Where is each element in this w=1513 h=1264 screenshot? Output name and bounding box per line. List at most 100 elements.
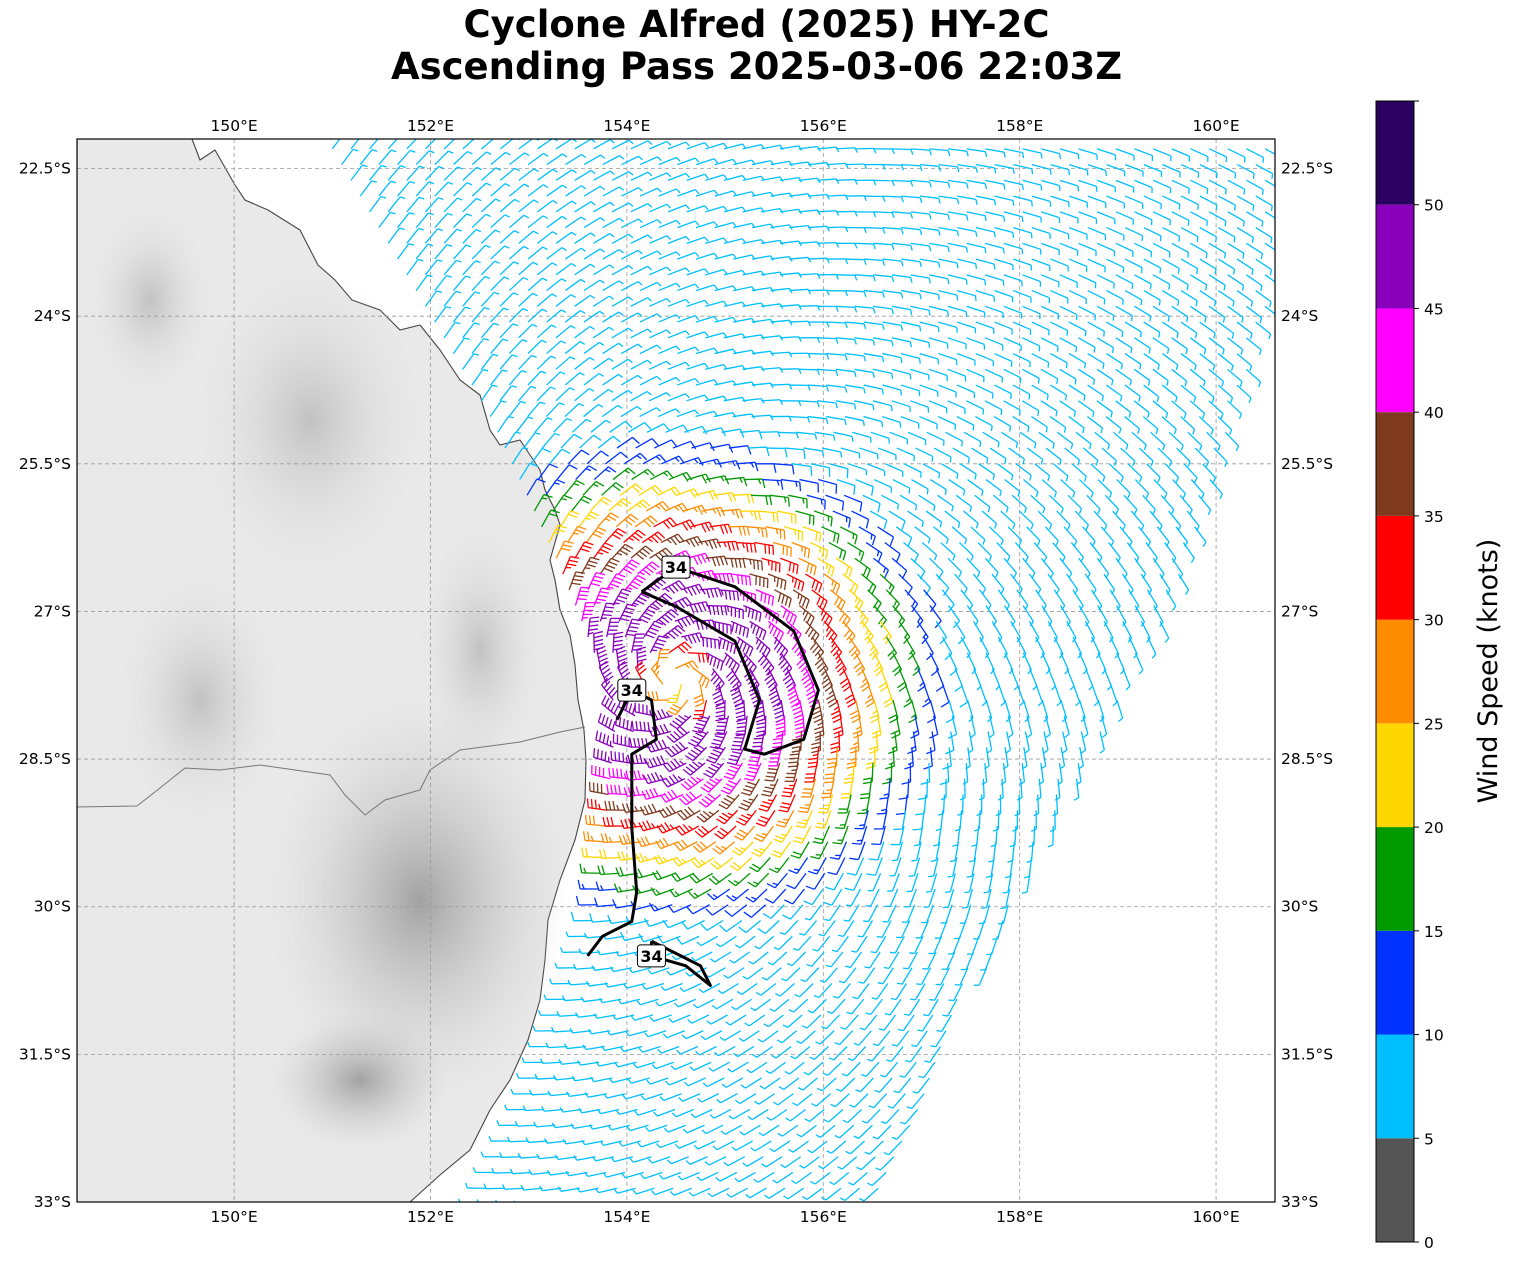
wind-barb bbox=[619, 483, 643, 496]
wind-barb bbox=[863, 258, 886, 266]
wind-barb bbox=[563, 479, 585, 496]
wind-barb bbox=[900, 415, 920, 429]
wind-barb bbox=[807, 384, 830, 392]
wind-barb bbox=[565, 185, 587, 197]
wind-barb bbox=[452, 306, 471, 323]
wind-barb bbox=[754, 463, 777, 473]
wind-barb bbox=[574, 294, 596, 307]
wind-barb bbox=[1012, 321, 1032, 335]
wind-barb bbox=[453, 182, 473, 197]
wind-barb bbox=[1015, 463, 1032, 481]
wind-barb bbox=[919, 415, 938, 430]
wind-barb bbox=[677, 220, 700, 229]
wind-barb bbox=[593, 201, 615, 213]
wind-barb bbox=[746, 526, 768, 538]
wind-barb bbox=[1050, 195, 1070, 208]
wind-barb bbox=[966, 557, 981, 578]
wind-barb bbox=[581, 601, 595, 622]
wind-barb bbox=[1087, 258, 1106, 273]
wind-barb bbox=[1022, 400, 1040, 417]
wind-barb bbox=[901, 258, 922, 268]
wind-barb bbox=[724, 604, 744, 620]
wind-barb bbox=[779, 557, 799, 575]
wind-barb bbox=[602, 217, 624, 229]
wind-barb bbox=[508, 370, 527, 386]
wind-barb bbox=[780, 478, 802, 492]
wind-barb bbox=[1112, 431, 1129, 450]
wind-barb bbox=[910, 179, 932, 188]
wind-barb bbox=[443, 321, 461, 339]
wind-barb bbox=[993, 494, 1009, 513]
wind-barb bbox=[443, 259, 462, 276]
wind-barb bbox=[620, 343, 643, 355]
wind-barb bbox=[415, 212, 434, 229]
wind-barb bbox=[789, 256, 812, 263]
wind-barb bbox=[791, 541, 811, 559]
wind-barb bbox=[680, 457, 704, 466]
wind-barb bbox=[994, 226, 1015, 238]
wind-barb bbox=[901, 195, 923, 204]
wind-barb bbox=[1031, 258, 1051, 272]
wind-barb bbox=[855, 478, 874, 496]
wind-barb bbox=[655, 608, 679, 626]
wind-barb bbox=[1124, 258, 1143, 274]
wind-barb bbox=[555, 356, 576, 370]
wind-barb bbox=[667, 393, 690, 402]
wind-barb bbox=[1045, 447, 1062, 466]
wind-barb bbox=[779, 304, 802, 310]
lat-tick-label-left: 22.5°S bbox=[19, 160, 71, 178]
wind-barb bbox=[798, 209, 821, 216]
wind-barb bbox=[686, 205, 709, 213]
wind-barb bbox=[631, 468, 655, 481]
wind-barb bbox=[1068, 384, 1086, 401]
wind-barb bbox=[553, 417, 573, 433]
wind-barb bbox=[359, 180, 378, 197]
wind-barb bbox=[743, 478, 766, 489]
lon-tick-label-bottom: 160°E bbox=[1193, 1208, 1240, 1226]
wind-barb bbox=[1180, 227, 1199, 242]
wind-barb bbox=[1194, 526, 1207, 547]
wind-barb bbox=[1050, 226, 1070, 240]
wind-barb bbox=[649, 235, 672, 244]
wind-barb bbox=[695, 189, 719, 197]
lon-tick-label-bottom: 152°E bbox=[407, 1208, 454, 1226]
wind-barb bbox=[527, 184, 549, 197]
wind-barb bbox=[1068, 416, 1085, 434]
wind-barb bbox=[424, 228, 444, 244]
wind-barb bbox=[489, 400, 507, 417]
wind-barb bbox=[490, 338, 509, 354]
wind-barb bbox=[1106, 163, 1126, 177]
wind-barb bbox=[1162, 290, 1180, 306]
wind-barb bbox=[926, 431, 945, 446]
wind-barb bbox=[1069, 163, 1089, 176]
wind-barb bbox=[406, 258, 424, 276]
wind-barb bbox=[490, 151, 511, 166]
wind-barb bbox=[1208, 368, 1225, 387]
wind-barb bbox=[677, 252, 700, 260]
wind-barb bbox=[938, 321, 958, 333]
wind-barb bbox=[1038, 431, 1055, 449]
wind-barb bbox=[1115, 148, 1135, 161]
wind-barb bbox=[649, 203, 672, 213]
wind-barb bbox=[621, 155, 643, 166]
wind-barb bbox=[574, 232, 596, 244]
wind-barb bbox=[1010, 573, 1023, 595]
wind-barb bbox=[527, 339, 547, 355]
wind-barb bbox=[564, 278, 586, 292]
wind-barb bbox=[742, 557, 763, 571]
wind-barb bbox=[947, 274, 968, 285]
wind-barb bbox=[955, 494, 973, 512]
wind-barb bbox=[530, 447, 551, 465]
wind-barb bbox=[406, 196, 425, 213]
wind-barb bbox=[1003, 557, 1018, 578]
wind-barb bbox=[862, 494, 881, 513]
wind-barb bbox=[1068, 226, 1088, 240]
wind-barb bbox=[695, 158, 719, 166]
lon-tick-label-bottom: 156°E bbox=[800, 1208, 847, 1226]
wind-barb bbox=[985, 148, 1006, 158]
wind-barb bbox=[331, 139, 341, 150]
wind-barb bbox=[975, 289, 995, 302]
wind-barb bbox=[546, 184, 568, 197]
wind-barb bbox=[705, 268, 728, 276]
wind-barb bbox=[1236, 353, 1253, 372]
